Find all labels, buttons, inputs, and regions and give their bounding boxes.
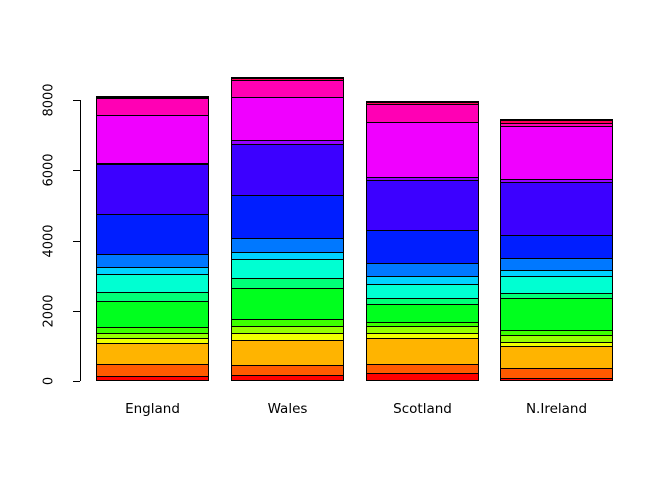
bar-segment-yellow xyxy=(367,333,478,338)
bar-segment-blue xyxy=(97,214,208,254)
y-axis-tick xyxy=(73,311,80,312)
y-axis-tick-label: 2000 xyxy=(41,294,57,328)
bar-segment-aquamarine xyxy=(367,284,478,298)
y-axis-tick xyxy=(73,100,80,101)
bar-segment-green xyxy=(97,301,208,327)
bar-segment-sky-blue xyxy=(367,276,478,284)
bar-segment-magenta xyxy=(501,126,612,179)
x-axis-label-england: England xyxy=(125,401,180,417)
bar-segment-pink xyxy=(367,104,478,122)
bar-wales xyxy=(231,77,344,381)
bar-segment-red xyxy=(232,375,343,380)
bar-segment-magenta xyxy=(232,97,343,140)
y-axis-tick xyxy=(73,381,80,382)
bar-segment-chartreuse xyxy=(501,335,612,342)
bar-segment-yellow xyxy=(501,342,612,346)
bar-segment-violet xyxy=(367,177,478,180)
y-axis-line xyxy=(80,100,81,381)
bar-segment-pink xyxy=(232,80,343,97)
bar-segment-blue-violet xyxy=(97,164,208,214)
bar-segment-orange-red xyxy=(367,364,478,373)
bar-segment-azure xyxy=(367,263,478,276)
y-axis-tick xyxy=(73,170,80,171)
bar-segment-light-green xyxy=(232,319,343,326)
bar-segment-pink xyxy=(501,123,612,126)
bar-segment-rose xyxy=(232,78,343,80)
bar-segment-violet xyxy=(501,179,612,182)
y-axis-tick-label: 6000 xyxy=(41,153,57,187)
bar-segment-azure xyxy=(97,254,208,267)
bar-segment-chartreuse xyxy=(367,326,478,333)
bar-segment-spring-green xyxy=(232,278,343,288)
bar-england xyxy=(96,96,209,381)
y-axis-tick-label: 8000 xyxy=(41,83,57,117)
bar-segment-orange-red xyxy=(501,368,612,378)
bar-segment-magenta xyxy=(97,115,208,163)
bar-segment-rose xyxy=(97,97,208,98)
bar-segment-light-green xyxy=(97,327,208,333)
bar-segment-light-green xyxy=(367,322,478,326)
x-axis-label-scotland: Scotland xyxy=(393,401,452,417)
bar-segment-chartreuse xyxy=(232,326,343,333)
bar-segment-blue xyxy=(232,195,343,238)
bar-segment-azure xyxy=(501,258,612,270)
bar-segment-orange xyxy=(232,340,343,365)
bar-segment-orange xyxy=(501,346,612,368)
bar-segment-spring-green xyxy=(97,292,208,301)
bar-segment-sky-blue xyxy=(97,267,208,274)
x-axis-label-wales: Wales xyxy=(267,401,308,417)
y-axis-tick xyxy=(73,241,80,242)
bar-segment-yellow xyxy=(97,338,208,343)
y-axis-tick-label: 4000 xyxy=(41,224,57,258)
bar-segment-blue-violet xyxy=(501,182,612,235)
bar-segment-chartreuse xyxy=(97,333,208,338)
bar-segment-red xyxy=(367,373,478,380)
bar-segment-blue xyxy=(367,230,478,263)
bar-segment-rose xyxy=(501,120,612,123)
x-axis-label-n-ireland: N.Ireland xyxy=(525,401,588,417)
y-axis-tick-label: 0 xyxy=(41,376,57,386)
bar-segment-green xyxy=(232,288,343,319)
bar-segment-blue-violet xyxy=(367,180,478,230)
bar-segment-orange-red xyxy=(232,365,343,375)
bar-segment-blue xyxy=(501,235,612,258)
bar-segment-spring-green xyxy=(501,293,612,298)
bar-segment-green xyxy=(501,298,612,330)
bar-segment-light-green xyxy=(501,330,612,335)
bar-segment-sky-blue xyxy=(232,252,343,259)
bar-segment-aquamarine xyxy=(232,259,343,278)
bar-n-ireland xyxy=(500,119,613,381)
bar-segment-green xyxy=(367,304,478,322)
bar-segment-aquamarine xyxy=(97,274,208,292)
bar-segment-violet xyxy=(97,163,208,164)
bar-segment-blue-violet xyxy=(232,144,343,195)
bar-segment-orange xyxy=(97,343,208,364)
bar-segment-red xyxy=(501,378,612,380)
bar-segment-pink xyxy=(97,98,208,115)
bar-segment-sky-blue xyxy=(501,270,612,276)
bar-segment-red xyxy=(97,376,208,380)
bar-segment-orange xyxy=(367,338,478,364)
bar-segment-spring-green xyxy=(367,298,478,304)
bar-segment-rose xyxy=(367,102,478,104)
bar-segment-orange-red xyxy=(97,364,208,376)
bar-segment-magenta xyxy=(367,122,478,177)
bar-scotland xyxy=(366,101,479,381)
bar-segment-aquamarine xyxy=(501,276,612,293)
bar-segment-azure xyxy=(232,238,343,252)
bar-segment-yellow xyxy=(232,333,343,340)
bar-segment-violet xyxy=(232,140,343,144)
